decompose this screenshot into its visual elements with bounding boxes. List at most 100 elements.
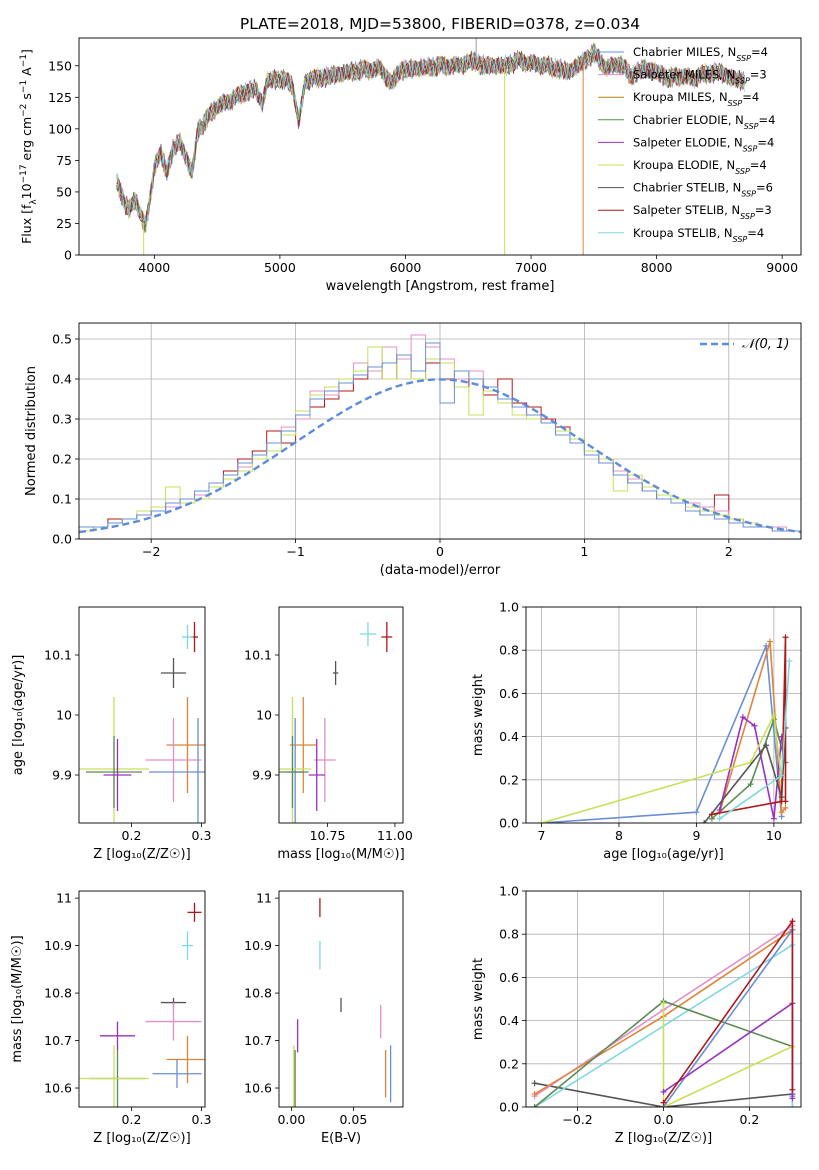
y-tick-label: 10.1 (244, 648, 272, 663)
weight-marker (660, 1099, 667, 1106)
x-tick-label: 1 (580, 544, 588, 559)
x-axis-label: mass [log₁₀(M/M☉)] (277, 847, 404, 862)
x-tick-label: 11.00 (377, 828, 413, 843)
x-tick-label: 8 (615, 828, 623, 843)
y-tick-label: 0.6 (499, 686, 519, 701)
data-point (166, 1035, 205, 1084)
weight-marker (739, 714, 746, 721)
weight-line (711, 716, 787, 820)
figure-title: PLATE=2018, MJD=53800, FIBERID=0378, z=0… (240, 15, 640, 33)
x-axis-label: Z [log₁₀(Z/Z☉)] (93, 1131, 190, 1146)
legend-label: Salpeter STELIB, NSSP=3 (633, 203, 772, 221)
weight-line (534, 1082, 793, 1107)
y-tick-label: 0.5 (52, 332, 72, 347)
axes-frame (78, 322, 802, 540)
x-axis-label: E(B-V) (321, 1131, 361, 1146)
y-axis-label: mass weight (471, 958, 486, 1040)
y-tick-label: 10.8 (44, 986, 72, 1001)
weight-line (541, 645, 783, 823)
y-axis-label: age [log₁₀(age/yr)] (11, 655, 26, 776)
axes-frame (78, 606, 206, 824)
y-tick-label: 10.6 (244, 1081, 272, 1096)
y-tick-label: 150 (48, 58, 72, 73)
y-tick-label: 10.7 (44, 1033, 72, 1048)
panel-age_vs_mass: 10.75 11.00 9.9 10 10.1 mass [log₁₀(M/M☉)] (244, 606, 413, 862)
panel-mass_vs_ebv: 0.00 0.05 10.6 10.7 10.8 10.9 11 E(B-V) (244, 890, 404, 1146)
weight-marker (789, 918, 796, 925)
data-point (166, 697, 205, 793)
x-tick-label: 2 (725, 544, 733, 559)
weight-marker (701, 820, 708, 823)
weight-marker (770, 712, 777, 718)
y-tick-label: 0.0 (499, 1100, 519, 1115)
histogram-step (79, 342, 801, 539)
y-tick-label: 1.0 (499, 600, 519, 615)
weight-marker (660, 1000, 667, 1007)
y-tick-label: 0.4 (499, 729, 519, 744)
weight-marker (778, 772, 785, 779)
weight-line (541, 712, 783, 823)
x-axis-label: wavelength [Angstrom, rest frame] (326, 279, 555, 294)
axes-frame (278, 890, 404, 1108)
legend-label: Salpeter MILES, NSSP=3 (633, 68, 767, 86)
axes-frame (78, 37, 802, 256)
x-tick-label: −0.2 (562, 1112, 592, 1127)
data-point (100, 1021, 135, 1051)
data-point (359, 622, 377, 646)
x-axis-label: Z [log₁₀(Z/Z☉)] (615, 1131, 712, 1146)
legend-label: Kroupa ELODIE, NSSP=4 (633, 158, 767, 176)
weight-marker (531, 1091, 538, 1098)
y-tick-label: 0.2 (499, 1056, 519, 1071)
weight-marker (763, 742, 770, 749)
data-point (149, 718, 205, 823)
panel-weight_vs_Z: −0.2 0.0 0.2 0.0 0.2 0.4 0.6 0.8 1.0 Z [log₁₀(Z/Z… (471, 884, 802, 1146)
x-tick-label: 5000 (264, 260, 296, 275)
axes-frame (78, 890, 206, 1108)
weight-series (538, 634, 793, 823)
weight-line (662, 1003, 793, 1107)
y-tick-label: 0.1 (52, 492, 72, 507)
y-axis-label: Flux [fλ10−17 erg cm−2 s−1 A−1] (19, 49, 39, 244)
spectrum-line (116, 46, 745, 226)
panel-residual_hist: −2 −1 0 1 2 0.0 0.1 0.2 0.3 0.4 0.5 (data-model)/er… (24, 322, 802, 578)
x-tick-label: 0 (436, 544, 444, 559)
legend-label: Kroupa STELIB, NSSP=4 (633, 226, 764, 244)
weight-line (662, 927, 794, 1107)
y-tick-label: 0.8 (499, 927, 519, 942)
x-tick-label: 9000 (766, 260, 798, 275)
y-tick-label: 10 (56, 708, 72, 723)
y-tick-label: 75 (56, 153, 72, 168)
legend-label: 𝒩(0, 1) (742, 337, 789, 352)
y-tick-label: 0.2 (499, 772, 519, 787)
weight-marker (782, 804, 789, 811)
y-tick-label: 50 (56, 184, 72, 199)
weight-marker (789, 1104, 796, 1107)
data-point (86, 736, 142, 808)
x-tick-label: 10.75 (310, 828, 346, 843)
weight-marker (789, 1086, 796, 1093)
legend-label: Chabrier ELODIE, NSSP=4 (633, 113, 775, 131)
y-tick-label: 0.2 (52, 452, 72, 467)
y-tick-label: 0.4 (499, 1013, 519, 1028)
weight-marker (747, 781, 754, 788)
weight-marker (538, 820, 545, 823)
weight-marker (786, 658, 793, 664)
axes-frame (525, 890, 802, 1108)
y-tick-label: 100 (48, 121, 72, 136)
legend-label: Chabrier STELIB, NSSP=6 (633, 181, 773, 199)
x-tick-label: 0.05 (339, 1112, 367, 1127)
data-point (145, 718, 202, 802)
weight-marker (770, 815, 777, 822)
panel-mass_vs_Z: 0.2 0.3 10.6 10.7 10.8 10.9 11 Z [log₁₀(Z/Z☉)] m… (10, 890, 212, 1146)
y-tick-label: 0.0 (499, 816, 519, 831)
x-axis-label: Z [log₁₀(Z/Z☉)] (93, 847, 190, 862)
x-tick-label: 10 (766, 828, 782, 843)
y-tick-label: 0.8 (499, 643, 519, 658)
spectrum-line (116, 44, 745, 231)
y-axis-label: Normed distribution (24, 366, 39, 496)
x-tick-label: 7 (538, 828, 546, 843)
y-axis-label: mass weight (471, 674, 486, 756)
y-tick-label: 11 (256, 891, 272, 906)
data-point (289, 697, 317, 793)
x-tick-label: 0.3 (192, 1112, 212, 1127)
